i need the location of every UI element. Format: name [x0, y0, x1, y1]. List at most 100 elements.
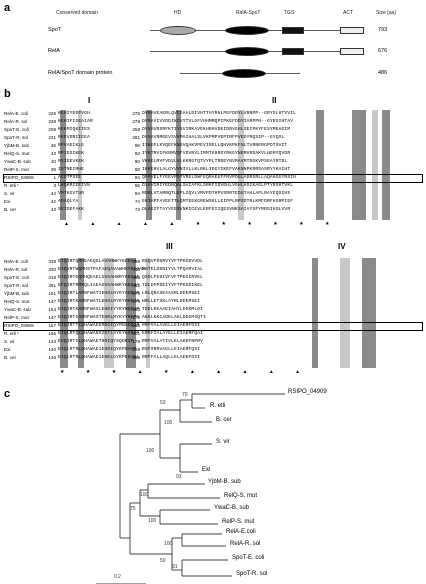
alignment-n1: 147	[48, 299, 56, 304]
alignment-s1: EIQVRTWQMHSTPAFAEQAVAWHKYKEGAS	[58, 267, 146, 272]
alignment-n1: 43	[50, 151, 56, 156]
alignment-n2: 183	[132, 355, 140, 360]
alignment-row: SpoT-R. sol 391 EFQIRTRRMQLIAEAGVAAHWKYKEG…	[4, 282, 424, 290]
leaf-label: SpoT-E. coli	[232, 555, 265, 561]
protein-spot-size: 793	[378, 27, 388, 33]
alignment-row: S. vir 143 EVQIRTILQHAWAETHDIQYSQDRIP 178 RR…	[4, 338, 424, 346]
alignment-name: SpoT-E. coli	[4, 127, 29, 132]
shade-col	[382, 110, 390, 220]
shade-col	[104, 258, 114, 368]
alignment-n1: 43	[50, 207, 56, 212]
alignment-n2: 179	[132, 291, 140, 296]
alignment-name: RelP-S. mut	[4, 315, 29, 320]
leaf-label: R. etli	[210, 403, 226, 409]
alignment-s1: SEIDEFAKK	[58, 207, 85, 212]
leaf-label: YjbM-B. sub	[208, 479, 241, 485]
alignment-name: YjbM-B. sub	[4, 143, 30, 148]
bootstrap-value: 100	[164, 541, 173, 547]
shade-col	[238, 110, 244, 220]
protein-spot-name: SpoT	[48, 27, 62, 33]
alignment-s2: TDLDFPDEIYVFTPKGDIKEL	[142, 283, 204, 288]
spot-act-domain	[340, 27, 364, 34]
alignment-s1: RPIESIKEK	[58, 151, 85, 156]
bootstrap-value: 100	[146, 448, 155, 454]
highlight-box-bottom	[3, 322, 423, 331]
protein-relaspot-name: RelA/SpoT domain protein	[48, 70, 113, 76]
panel-b: b I II III IV RelA-E. coli 225 KEHIYEEFVGH…	[0, 88, 426, 388]
alignment-n2: 178	[132, 339, 140, 344]
alignment-row: R. etli * 165 EIQLRTQLQHAWANSIETLSYKYKSNIP…	[4, 330, 424, 338]
alignment-row: RelA-E. coli 225 KEHIYEEFVGH 275 DVRAVEAERLQ…	[4, 110, 424, 118]
alignment-n1: 3	[53, 183, 56, 188]
protein-rela-name: RelA	[48, 48, 60, 54]
bootstrap-value: 50	[160, 558, 166, 564]
alignment-n1: 157	[48, 323, 56, 328]
alignment-s1: ADAQLYA	[58, 199, 79, 204]
panel-c: c	[0, 388, 426, 584]
leaf-label: YwaC-B. sub	[214, 505, 250, 511]
alignment-s2: RSQVFDDRVYVFTPKGDVVDL	[142, 259, 204, 264]
alignment-n2: 188	[132, 323, 140, 328]
alignment-s1: EIQIRTQMHEAEQGLAVAHWKYKEGAA	[58, 259, 137, 264]
alignment-row: SpoT-E. coli 209 KEKMIQKIIES 259 DVVAVRSRFKT…	[4, 126, 424, 134]
leaf-label: RelA-R. sol	[230, 541, 261, 547]
alignment-s2: DVVAVRMGEVSVVMAIHALSLVKPMPVEPIRFPVEDYRQS…	[142, 135, 285, 140]
alignment-s1: EIQLRTRLQHAWAEIEHDIQYKPNAVP	[58, 347, 137, 352]
panel-a: a Conserved domain HD RelA-SpoT TGS ACT …	[0, 0, 426, 90]
alignment-s1: ISTNEIMHE	[58, 167, 85, 172]
alignment-row: RSIPO_04909 157 EIQIRTTLQHAWAEEMDGIQYRNSDQ…	[4, 322, 424, 330]
alignment-name: S. vir	[4, 339, 15, 344]
alignment-s2: DIAVIRIYEDRQALSAIAFKLSRKFIDVDHLVGHLHSIKA…	[142, 183, 294, 188]
phylogenetic-tree	[96, 393, 285, 584]
alignment-n2: 176	[132, 315, 140, 320]
alignment-n2: 90	[134, 159, 140, 164]
alignment-s2: VKKELMVFVDVLVLKKRGTQTVYPLTRDEYNVRAVMTDGK…	[142, 159, 288, 164]
alignment-n1: 46	[50, 143, 56, 148]
alignment-s1: EIQIRTEQMHQEAELGVAAHWRYKEGGE	[58, 275, 140, 280]
alignment-n2: 278	[132, 119, 140, 124]
alignment-n1: 319	[48, 275, 56, 280]
alignment-row: YjbM-B. sub 46 RPVAEIKLE 96 IIKGFLKVQEFKNSVQ…	[4, 142, 424, 150]
alignment-name: B. cer	[4, 355, 16, 360]
spot-tgs-domain	[282, 27, 304, 34]
alignment-n1: 40	[50, 159, 56, 164]
alignment-name: RelA-R. sol	[4, 267, 28, 272]
bootstrap-value: 100	[140, 492, 149, 498]
alignment-row: Exi 42 ADAQLYA 74 EKIAPFAVEETTLQMTEEKGREWSKL…	[4, 198, 424, 206]
alignment-n1: 330	[48, 267, 56, 272]
alignment-s1: KEKMIQKIIES	[58, 127, 90, 132]
alignment-s2: IKKEHVLALGYVVNIVLLKLRKLIDGYIKEFVAKNNPKRR…	[142, 167, 291, 172]
alignment-row: S. vir 44 VMTKGVTUR 94 RDRLVTAMRQTLEPLIQVLVM…	[4, 190, 424, 198]
protein-relaspot-size: 486	[378, 70, 388, 76]
shade-col	[78, 258, 84, 368]
alignment-s2: DVRAVIVVDDIKCVYTVLGFVHHMMQPIPKEFDDYIARPP…	[142, 119, 294, 124]
alignment-n1: 231	[48, 135, 56, 140]
alignment-s2: RDRLVTAMRQTLEPLIQVLVMVPDTHPVSRRTEDGTAHLA…	[142, 191, 291, 196]
alignment-n2: 179	[132, 299, 140, 304]
alignment-s2: RRFVALAVELLEIAERFDSI	[142, 323, 201, 328]
alignment-n2: 363	[132, 275, 140, 280]
alignment-name: SpoT-R. sol	[4, 135, 28, 140]
alignment-n2: 96	[134, 143, 140, 148]
region-label-iv: IV	[338, 242, 346, 251]
alignment-n2: 55	[134, 183, 140, 188]
alignment-n1: 140	[48, 347, 56, 352]
header-size: Size (aa)	[376, 10, 397, 16]
shade-col	[372, 110, 378, 220]
alignment-row: SpoT-E. coli 319 EIQIRTEQMHQEAELGVAAHWRYKE…	[4, 274, 424, 282]
alignment-n2: 201	[132, 331, 140, 336]
alignment-name: YwaC-B. sub	[4, 307, 31, 312]
region-label-i: I	[88, 96, 91, 105]
shade-col	[146, 258, 150, 368]
alignment-name: RelA-R. sol	[4, 119, 28, 124]
alignment-n2: 94	[134, 191, 140, 196]
alignment-row: YjbM-B. sub 151 EIQIRTLAMNFWATIEHSLNYKYSGN…	[4, 290, 424, 298]
leaf-label: B. cer	[216, 417, 232, 423]
alignment-name: RSIPO_04909	[4, 323, 34, 328]
alignment-n1: 143	[48, 339, 56, 344]
alignment-s1: RSIEEVKEK	[58, 159, 85, 164]
bootstrap-value: 70	[182, 392, 188, 398]
alignment-n2: 410	[132, 267, 140, 272]
alignment-name: RelA-E. coli	[4, 111, 28, 116]
alignment-s2: QFAVELFYEEVPDTVRELDWFEQRAEEFFNVPDGLADRSR…	[142, 175, 297, 180]
